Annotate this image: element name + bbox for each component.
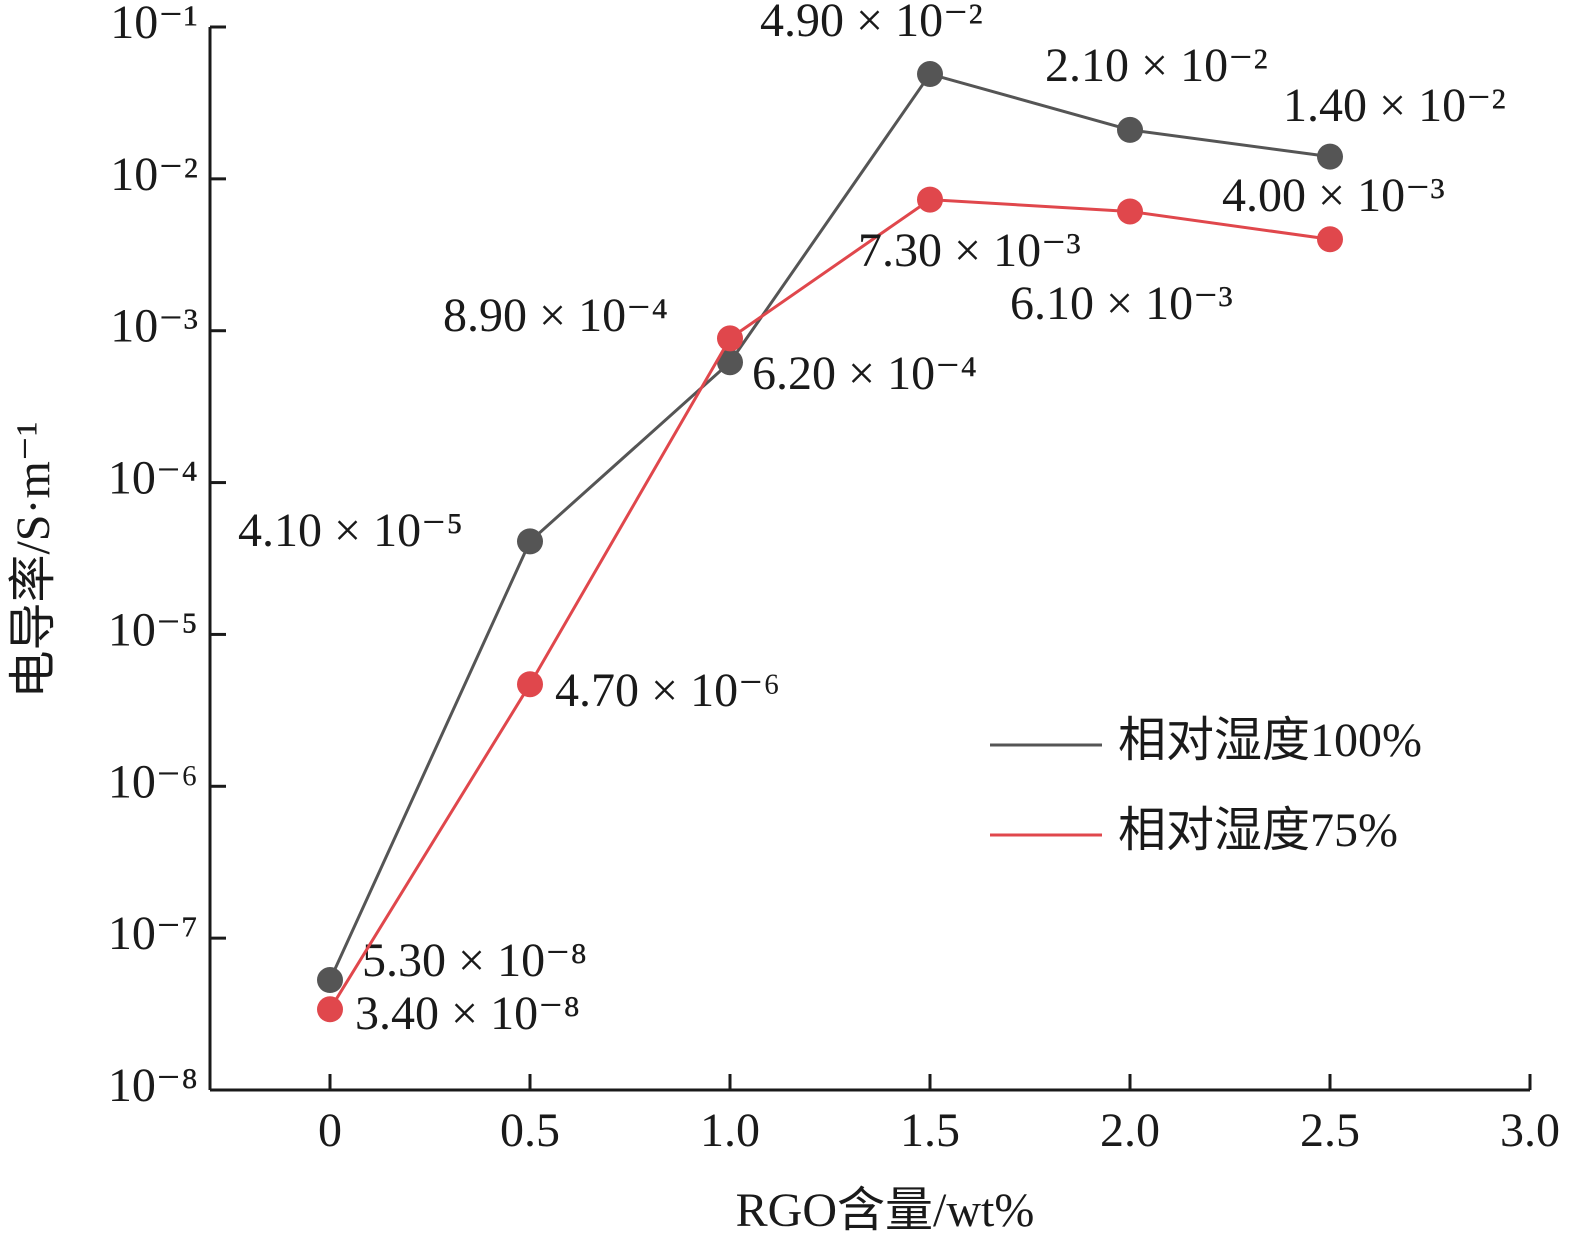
y-tick-label: 10⁻⁶ [108, 755, 198, 808]
y-tick-label: 10⁻³ [110, 300, 198, 353]
x-tick-label: 1.5 [900, 1104, 960, 1157]
x-tick-label: 2.0 [1100, 1104, 1160, 1157]
series-line [328, 198, 1331, 1011]
data-point [917, 61, 943, 88]
data-label: 4.90 × 10⁻² [760, 0, 983, 47]
y-axis-title: 电导率/S·m⁻¹ [7, 421, 60, 698]
x-tick-label: 0.5 [500, 1104, 560, 1157]
data-label: 3.40 × 10⁻⁸ [355, 987, 580, 1040]
data-point [517, 528, 543, 555]
x-axis-title: RGO含量/wt% [736, 1184, 1035, 1237]
y-tick-label: 10⁻¹ [110, 0, 198, 49]
legend-label: 相对湿度75% [1118, 804, 1398, 857]
data-label: 4.10 × 10⁻⁵ [238, 504, 463, 557]
data-label: 5.30 × 10⁻⁸ [362, 934, 587, 987]
data-label: 4.00 × 10⁻³ [1222, 169, 1445, 222]
data-label: 7.30 × 10⁻³ [858, 224, 1081, 277]
series-line [328, 72, 1331, 981]
data-label: 8.90 × 10⁻⁴ [443, 289, 668, 342]
y-tick-label: 10⁻⁴ [108, 452, 198, 505]
data-label: 6.10 × 10⁻³ [1010, 277, 1233, 330]
y-tick-label: 10⁻⁵ [108, 603, 198, 656]
data-point [717, 349, 743, 376]
y-tick-label: 10⁻² [110, 148, 198, 201]
data-point [317, 967, 343, 994]
data-label: 2.10 × 10⁻² [1045, 39, 1268, 92]
data-point [517, 671, 543, 698]
y-tick-label: 10⁻⁸ [108, 1059, 198, 1112]
x-tick-label: 3.0 [1500, 1104, 1560, 1157]
x-tick-label: 2.5 [1300, 1104, 1360, 1157]
x-tick-label: 0 [318, 1104, 342, 1157]
data-point [1317, 226, 1343, 253]
y-tick-label: 10⁻⁷ [108, 907, 198, 960]
data-point [317, 996, 343, 1023]
data-point [1317, 143, 1343, 170]
data-label: 4.70 × 10⁻⁶ [555, 664, 780, 717]
data-point [1117, 116, 1143, 143]
data-label: 6.20 × 10⁻⁴ [752, 347, 977, 400]
data-point [717, 325, 743, 352]
data-point [917, 186, 943, 213]
x-tick-label: 1.0 [700, 1104, 760, 1157]
data-point [1117, 198, 1143, 225]
legend-label: 相对湿度100% [1118, 714, 1422, 767]
data-label: 1.40 × 10⁻² [1283, 79, 1506, 132]
